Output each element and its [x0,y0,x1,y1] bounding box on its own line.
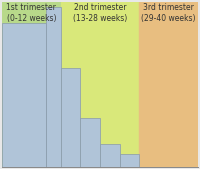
Bar [100,144,120,167]
Bar [80,118,100,167]
Text: 1st trimester
(0-12 weeks): 1st trimester (0-12 weeks) [6,3,56,23]
Bar [139,2,198,167]
Bar [46,7,61,167]
Text: 2nd trimester
(13-28 weeks): 2nd trimester (13-28 weeks) [73,3,127,23]
Bar [2,2,61,167]
Bar [61,2,139,167]
Bar [61,68,80,167]
Bar [2,23,46,167]
Bar [120,154,139,167]
Text: 3rd trimester
(29-40 weeks): 3rd trimester (29-40 weeks) [141,3,196,23]
